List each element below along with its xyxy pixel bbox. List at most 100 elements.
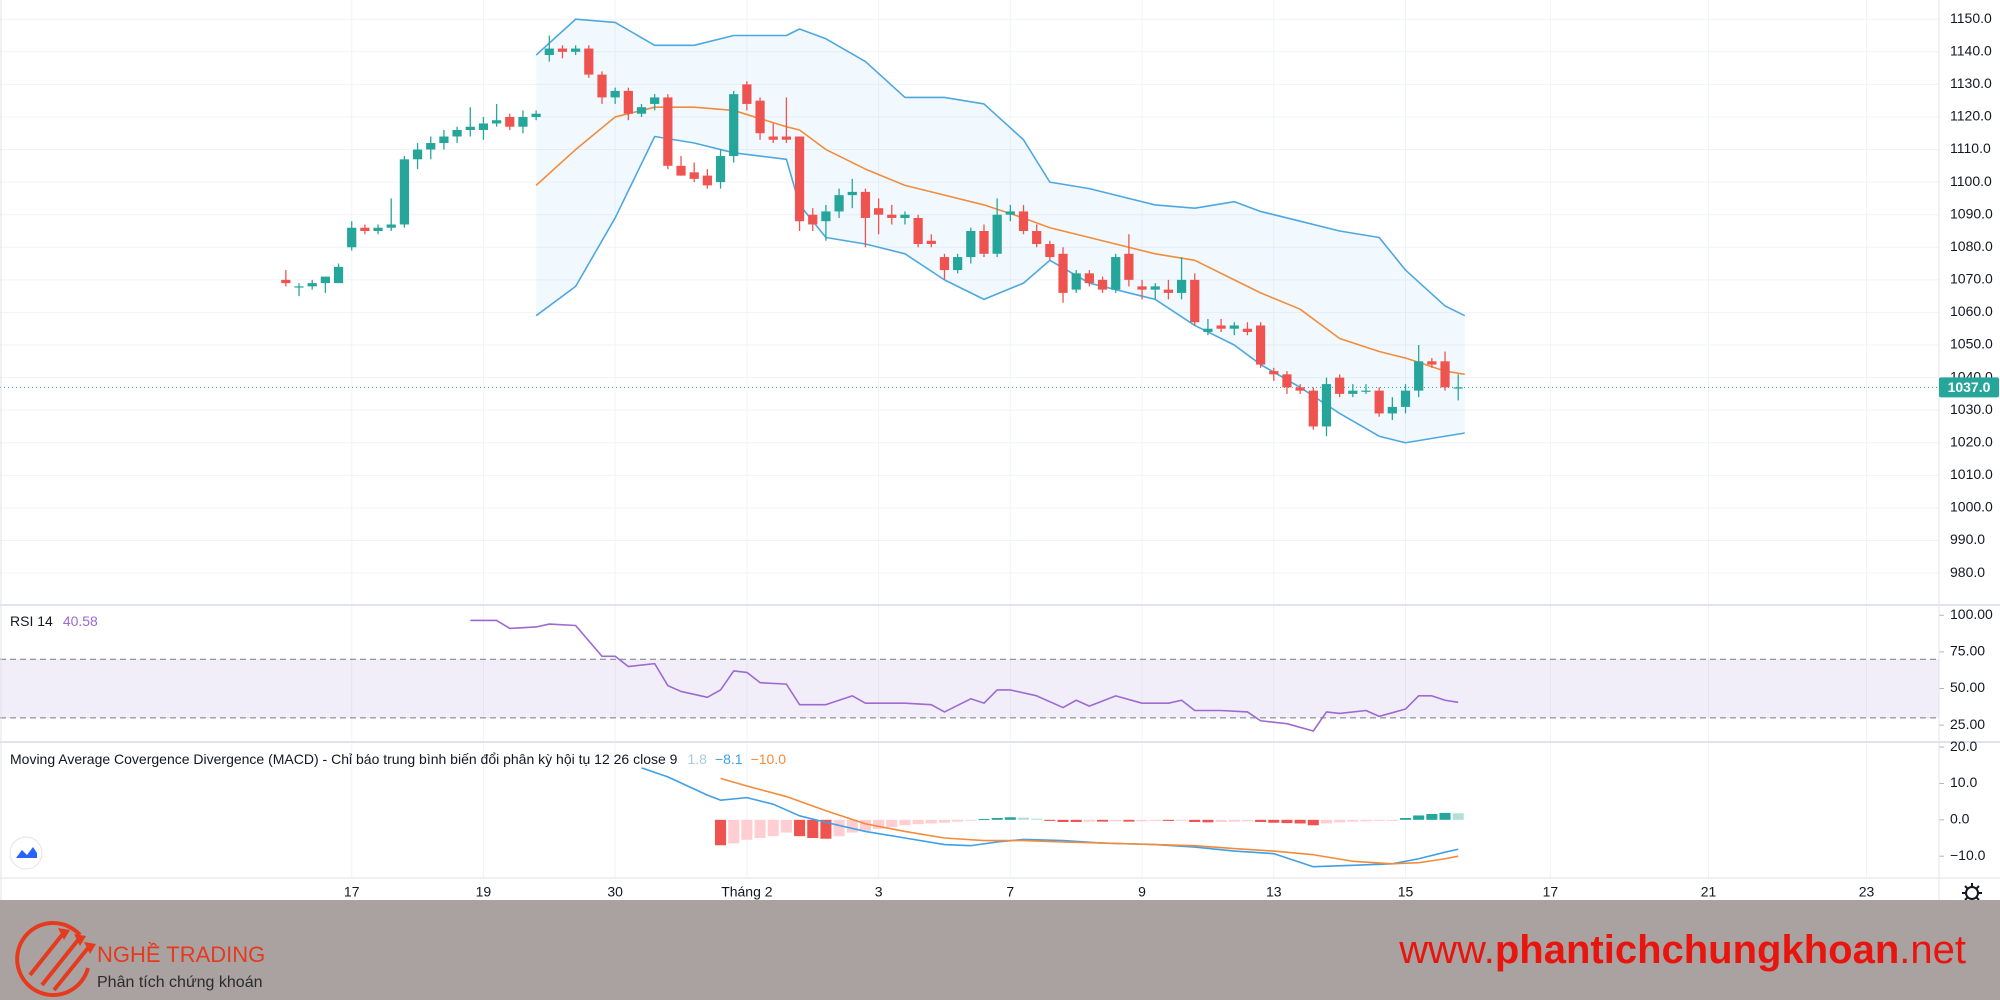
- last-price-label: 1037.0: [1948, 379, 1991, 395]
- gear-teeth[interactable]: [1962, 883, 1982, 903]
- candle-body: [1295, 387, 1305, 391]
- candle-body: [953, 257, 963, 271]
- candle-body: [373, 227, 383, 231]
- x-tick-label: 15: [1398, 884, 1414, 900]
- footer-brand: NGHỀ TRADING: [97, 942, 265, 967]
- candle-body: [1453, 387, 1463, 389]
- histogram-bar: [1176, 819, 1188, 821]
- rsi-value: 40.58: [63, 613, 98, 629]
- x-tick-label: 17: [1543, 884, 1559, 900]
- histogram-bar: [1162, 819, 1174, 821]
- candle-body: [1308, 390, 1318, 427]
- url-suffix[interactable]: .net: [1899, 928, 1966, 972]
- rsi-legend: RSI 14 40.58: [10, 613, 98, 629]
- candle-body: [1018, 211, 1029, 231]
- footer-url[interactable]: www.phantichchungkhoan.net: [1398, 928, 1966, 972]
- histogram-bar: [1373, 819, 1385, 821]
- histogram-bar: [820, 819, 832, 839]
- histogram-bar: [715, 819, 727, 846]
- rsi-band-fill: [0, 659, 1939, 718]
- histogram-bar: [1031, 818, 1043, 820]
- bollinger-lower: [535, 135, 1465, 444]
- x-tick-label: 3: [875, 884, 883, 900]
- y-tick-label: 1020.0: [1950, 433, 1993, 449]
- tv-logo[interactable]: [9, 836, 43, 870]
- candle-body: [1084, 273, 1094, 284]
- y-tick-label: 1070.0: [1950, 271, 1993, 287]
- candle-body: [491, 120, 502, 124]
- tv-logo-wave[interactable]: [16, 847, 37, 858]
- x-tick-label: Tháng 2: [721, 884, 773, 900]
- macd-legend: Moving Average Covergence Divergence (MA…: [10, 751, 786, 767]
- candle-body: [1216, 325, 1226, 329]
- candle-body: [294, 286, 304, 288]
- bollinger-middle: [535, 106, 1465, 376]
- candle-body: [821, 211, 831, 222]
- axis-layer: 17 19 30 Tháng 2 3 7 9 13 15 17 21 23 980.0 990.0 1000…: [0, 0, 2000, 900]
- y-tick-label: 1060.0: [1950, 303, 1993, 319]
- candle-body: [755, 100, 765, 134]
- settings-gear[interactable]: [1962, 883, 1982, 903]
- x-tick-label: 13: [1266, 884, 1282, 900]
- rsi-title: RSI 14: [10, 613, 53, 629]
- y-tick-label: 1100.0: [1950, 173, 1992, 189]
- histogram-bar: [1386, 819, 1398, 821]
- footer-logo-icon: [15, 920, 96, 997]
- y-tick-label: 25.00: [1950, 716, 1985, 732]
- candle-body: [1348, 390, 1358, 394]
- histogram-bar: [1202, 819, 1214, 823]
- rsi-line: [470, 619, 1459, 732]
- logo-arrowheads: [58, 928, 96, 954]
- x-tick-label: 7: [1006, 884, 1014, 900]
- candle-body: [1229, 325, 1239, 329]
- candle-body: [1124, 253, 1134, 280]
- candle-body: [1190, 279, 1200, 323]
- histogram-bar: [1268, 819, 1280, 823]
- last-price-box: [1939, 377, 1999, 398]
- y-tick-label: 1080.0: [1950, 238, 1993, 254]
- footer-banner: [0, 900, 2000, 1000]
- grid-layer: [0, 0, 1944, 878]
- candle-body: [347, 227, 357, 248]
- y-tick-label: 980.0: [1950, 564, 1985, 580]
- tv-logo-circle[interactable]: [9, 836, 43, 870]
- candle-body: [636, 107, 647, 114]
- x-tick-label: 9: [1138, 884, 1146, 900]
- candle-body: [1203, 328, 1213, 332]
- histogram-bar: [1149, 819, 1161, 821]
- x-tick-label: 17: [344, 884, 360, 900]
- candle-body: [597, 74, 607, 98]
- y-tick-label: 1120.0: [1950, 108, 1992, 124]
- macd-value: −8.1: [715, 751, 743, 767]
- candle-body: [1071, 273, 1081, 290]
- histogram-bar: [1281, 819, 1293, 824]
- candle-body: [979, 230, 989, 254]
- histogram-bar: [767, 819, 779, 837]
- histogram-bar: [938, 819, 951, 823]
- url-prefix[interactable]: www.: [1398, 928, 1495, 972]
- histogram-bar: [978, 819, 990, 821]
- candle-body: [399, 159, 410, 225]
- candle-body: [360, 227, 370, 231]
- histogram-bar: [1439, 812, 1451, 820]
- histogram-bar: [1070, 819, 1082, 822]
- histogram-bar: [1413, 815, 1425, 820]
- y-tick-label: 10.0: [1950, 774, 1977, 790]
- histogram-bar: [1017, 817, 1030, 820]
- candle-body: [926, 240, 936, 245]
- histogram-bar: [1215, 819, 1227, 822]
- candle-body: [966, 230, 976, 258]
- y-tick-label: 20.0: [1950, 738, 1977, 754]
- histogram-bar: [1399, 818, 1412, 820]
- candle-body: [320, 276, 330, 284]
- candle-body: [1321, 384, 1332, 427]
- candle-body: [1361, 390, 1371, 392]
- y-tick-label: 1130.0: [1950, 75, 1992, 91]
- histogram-bar: [1307, 819, 1319, 826]
- candle-body: [1256, 325, 1266, 365]
- candle-body: [1335, 377, 1345, 394]
- footer-tagline: Phân tích chứng khoán: [97, 974, 263, 991]
- candle-body: [1440, 361, 1450, 388]
- url-name[interactable]: phantichchungkhoan: [1495, 928, 1899, 972]
